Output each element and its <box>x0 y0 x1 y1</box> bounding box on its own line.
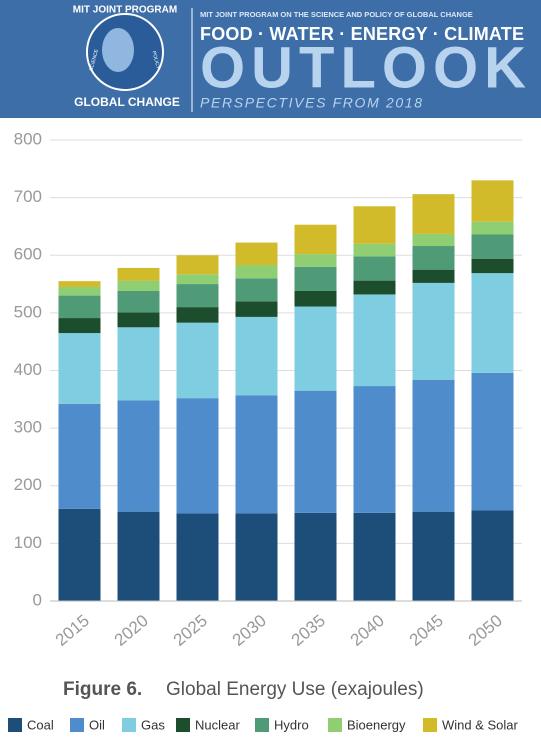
bar-segment <box>235 301 278 317</box>
bar-segment <box>176 255 219 275</box>
bar-segment <box>294 512 337 601</box>
x-tick-label: 2050 <box>465 611 506 650</box>
x-tick-label: 2035 <box>288 611 329 650</box>
bar-segment <box>353 386 396 513</box>
bar-segment <box>353 206 396 244</box>
y-tick-label: 300 <box>14 418 42 437</box>
legend-swatch <box>122 718 136 732</box>
header-kicker: MIT JOINT PROGRAM ON THE SCIENCE AND POL… <box>200 10 473 19</box>
bar-segment <box>294 224 337 255</box>
y-tick-label: 400 <box>14 360 42 379</box>
legend-label: Gas <box>141 717 165 732</box>
bar-segment <box>353 512 396 601</box>
bar-segment <box>176 274 219 285</box>
bar-segment <box>176 284 219 308</box>
header-title: OUTLOOK <box>200 35 526 100</box>
legend-swatch <box>70 718 84 732</box>
bar-segment <box>353 294 396 387</box>
y-tick-label: 600 <box>14 245 42 264</box>
figure-label: Figure 6. <box>63 679 142 700</box>
bar-segment <box>294 390 337 513</box>
y-tick-label: 100 <box>14 533 42 552</box>
bar-segment <box>294 266 337 291</box>
y-tick-label: 200 <box>14 475 42 494</box>
bar-segment <box>471 273 514 373</box>
bar-segment <box>117 327 160 401</box>
legend-swatch <box>8 718 22 732</box>
bar-segment <box>176 307 219 323</box>
bar-segment <box>117 400 160 512</box>
legend-swatch <box>423 718 437 732</box>
bar-segment <box>235 242 278 266</box>
x-tick-label: 2040 <box>347 611 388 650</box>
bar-segment <box>412 269 455 283</box>
bar-segment <box>58 403 101 509</box>
y-tick-label: 700 <box>14 187 42 206</box>
bar-segment <box>58 286 101 296</box>
header-subtitle: PERSPECTIVES FROM 2018 <box>200 95 422 111</box>
bar-segment <box>58 318 101 334</box>
bar-segment <box>412 233 455 247</box>
x-tick-label: 2020 <box>111 611 152 650</box>
bar-segment <box>235 265 278 279</box>
x-tick-label: 2025 <box>170 611 211 650</box>
logo-bottom: GLOBAL CHANGE <box>74 95 180 109</box>
logo-top: MIT JOINT PROGRAM <box>73 5 177 16</box>
bar-segment <box>117 267 160 281</box>
y-tick-label: 500 <box>14 302 42 321</box>
bar-segment <box>412 194 455 234</box>
bar-segment <box>117 312 160 328</box>
bar-segment <box>412 282 455 380</box>
bar-segment <box>176 398 219 514</box>
bar-segment <box>58 333 101 404</box>
legend-label: Bioenergy <box>347 717 406 732</box>
bar-segment <box>117 511 160 601</box>
legend-swatch <box>176 718 190 732</box>
bar-segment <box>471 221 514 235</box>
bar-segment <box>58 295 101 319</box>
bar-segment <box>412 511 455 601</box>
logo-land <box>102 28 134 72</box>
bar-segment <box>471 234 514 259</box>
bar-segment <box>58 281 101 287</box>
bar-segment <box>58 508 101 601</box>
legend-label: Nuclear <box>195 717 240 732</box>
bar-segment <box>353 280 396 295</box>
logo-right: POLICY <box>150 50 161 70</box>
y-tick-label: 0 <box>33 590 42 609</box>
legend-label: Oil <box>89 717 105 732</box>
bar-segment <box>471 372 514 511</box>
bar-segment <box>471 510 514 601</box>
chart-title: Global Energy Use (exajoules) <box>166 679 424 700</box>
bar-segment <box>294 290 337 307</box>
bar-segment <box>412 246 455 270</box>
bar-segment <box>412 379 455 512</box>
logo-left: SCIENCE <box>89 48 101 72</box>
legend-swatch <box>255 718 269 732</box>
legend-label: Coal <box>27 717 54 732</box>
bar-segment <box>235 513 278 601</box>
legend-label: Hydro <box>274 717 309 732</box>
header-topics: FOOD · WATER · ENERGY · CLIMATE <box>200 24 524 44</box>
x-tick-label: 2015 <box>52 611 93 650</box>
bar-segment <box>471 258 514 274</box>
bar-segment <box>235 395 278 514</box>
bar-segment <box>235 316 278 396</box>
x-tick-label: 2045 <box>406 611 447 650</box>
bar-segment <box>353 243 396 257</box>
bar-segment <box>176 513 219 601</box>
x-tick-label: 2030 <box>229 611 270 650</box>
legend-swatch <box>328 718 342 732</box>
y-tick-label: 800 <box>14 129 42 148</box>
bar-segment <box>294 306 337 391</box>
bar-segment <box>117 280 160 291</box>
bar-segment <box>176 322 219 399</box>
bar-segment <box>294 254 337 267</box>
bar-segment <box>235 278 278 302</box>
bar-segment <box>117 290 160 313</box>
bar-segment <box>471 180 514 222</box>
bar-segment <box>353 256 396 281</box>
legend-label: Wind & Solar <box>442 717 519 732</box>
